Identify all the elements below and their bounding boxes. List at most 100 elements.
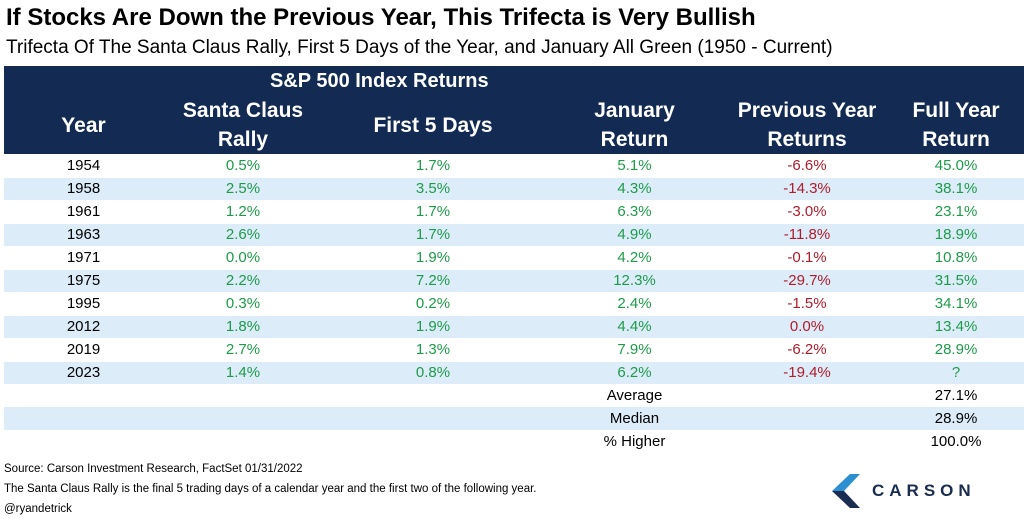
full-year-cell: 38.1% xyxy=(888,177,1024,201)
summary-value: 27.1% xyxy=(934,387,978,405)
author-handle: @ryandetrick xyxy=(4,503,72,515)
full-year-cell: 45.0% xyxy=(888,154,1024,178)
table-row: 1958 2.5% 3.5% 4.3% -14.3% 38.1% xyxy=(4,177,1024,201)
column-header-line2: Return xyxy=(922,128,990,151)
santa-claus-cell: 1.4% xyxy=(163,361,323,385)
january-return-cell: 4.9% xyxy=(543,223,726,247)
january-return-cell: 5.1% xyxy=(543,154,726,178)
year-cell: 1995 xyxy=(4,292,163,316)
table-super-header: S&P 500 Index Returns xyxy=(163,66,1024,96)
full-year-cell: ? xyxy=(888,361,1024,385)
table-row: 2012 1.8% 1.9% 4.4% 0.0% 13.4% xyxy=(4,315,1024,339)
santa-claus-cell: 2.2% xyxy=(163,269,323,293)
column-header-line2: Returns xyxy=(767,128,847,151)
summary-spacer xyxy=(4,384,543,407)
source-note: Source: Carson Investment Research, Fact… xyxy=(4,463,303,475)
year-cell: 1975 xyxy=(4,269,163,293)
january-return-cell: 6.3% xyxy=(543,200,726,224)
year-cell: 1963 xyxy=(4,223,163,247)
summary-value: 28.9% xyxy=(888,407,1024,430)
january-return-cell: 12.3% xyxy=(543,269,726,293)
column-header: First 5 Days xyxy=(323,96,543,154)
previous-year-cell: -1.5% xyxy=(726,292,888,316)
january-return-cell: 2.4% xyxy=(543,292,726,316)
summary-gap xyxy=(726,430,888,453)
previous-year-cell: -3.0% xyxy=(726,200,888,224)
page-title: If Stocks Are Down the Previous Year, Th… xyxy=(6,4,756,31)
previous-year-cell: 0.0% xyxy=(726,315,888,339)
column-header: Previous Year Returns xyxy=(726,96,888,154)
column-header-line1: Santa Claus xyxy=(182,99,304,122)
year-cell: 1954 xyxy=(4,154,163,178)
table-row: 1995 0.3% 0.2% 2.4% -1.5% 34.1% xyxy=(4,292,1024,316)
first-5-days-cell: 0.2% xyxy=(323,292,543,316)
summary-gap xyxy=(726,384,888,407)
summary-row: % Higher 100.0% xyxy=(4,430,1024,453)
january-return-cell: 6.2% xyxy=(543,361,726,385)
carson-chevron-icon xyxy=(832,474,860,508)
santa-claus-cell: 0.0% xyxy=(163,246,323,270)
column-header: Santa Claus Rally xyxy=(163,96,323,154)
page-subtitle: Trifecta Of The Santa Claus Rally, First… xyxy=(6,37,833,58)
santa-claus-cell: 0.3% xyxy=(163,292,323,316)
summary-label: % Higher xyxy=(603,433,666,450)
first-5-days-cell: 1.7% xyxy=(323,154,543,178)
full-year-cell: 23.1% xyxy=(888,200,1024,224)
january-return-cell: 4.3% xyxy=(543,177,726,201)
first-5-days-cell: 7.2% xyxy=(323,269,543,293)
summary-label: Average xyxy=(606,387,663,405)
santa-claus-cell: 2.6% xyxy=(163,223,323,247)
january-return-cell: 4.2% xyxy=(543,246,726,270)
full-year-cell: 13.4% xyxy=(888,315,1024,339)
summary-spacer xyxy=(4,430,543,453)
santa-claus-cell: 2.7% xyxy=(163,338,323,362)
full-year-cell: 18.9% xyxy=(888,223,1024,247)
year-cell: 1971 xyxy=(4,246,163,270)
santa-claus-cell: 1.2% xyxy=(163,200,323,224)
january-return-cell: 7.9% xyxy=(543,338,726,362)
column-header-line2: Return xyxy=(600,128,669,151)
returns-table: S&P 500 Index Returns Year Santa Claus Ral… xyxy=(4,66,1024,453)
year-cell: 1958 xyxy=(4,177,163,201)
column-header-line1: First 5 Days xyxy=(373,113,493,137)
first-5-days-cell: 1.9% xyxy=(323,315,543,339)
column-header-line1: Full Year xyxy=(912,99,1000,122)
january-return-cell: 4.4% xyxy=(543,315,726,339)
summary-gap xyxy=(726,407,888,430)
previous-year-cell: -0.1% xyxy=(726,246,888,270)
summary-row: Average 27.1% xyxy=(4,384,1024,407)
column-header-line2: Rally xyxy=(217,128,269,151)
summary-row: Median 28.9% xyxy=(4,407,1024,430)
carson-logo: CARSON xyxy=(832,474,976,508)
first-5-days-cell: 1.7% xyxy=(323,200,543,224)
summary-spacer xyxy=(4,407,543,430)
carson-logo-text: CARSON xyxy=(872,481,976,500)
year-cell: 2023 xyxy=(4,361,163,385)
full-year-cell: 31.5% xyxy=(888,269,1024,293)
santa-claus-cell: 0.5% xyxy=(163,154,323,178)
column-header: Year xyxy=(4,96,163,154)
first-5-days-cell: 1.3% xyxy=(323,338,543,362)
column-header-line1: Previous Year xyxy=(737,99,877,122)
santa-claus-cell: 2.5% xyxy=(163,177,323,201)
previous-year-cell: -14.3% xyxy=(726,177,888,201)
previous-year-cell: -6.2% xyxy=(726,338,888,362)
santa-claus-cell: 1.8% xyxy=(163,315,323,339)
full-year-cell: 34.1% xyxy=(888,292,1024,316)
full-year-cell: 28.9% xyxy=(888,338,1024,362)
table-row: 1954 0.5% 1.7% 5.1% -6.6% 45.0% xyxy=(4,154,1024,178)
first-5-days-cell: 3.5% xyxy=(323,177,543,201)
table-row: 2023 1.4% 0.8% 6.2% -19.4%? xyxy=(4,361,1024,385)
definition-note: The Santa Claus Rally is the final 5 tra… xyxy=(4,483,537,495)
column-header: Full Year Return xyxy=(888,96,1024,154)
table-row: 1961 1.2% 1.7% 6.3% -3.0% 23.1% xyxy=(4,200,1024,224)
first-5-days-cell: 0.8% xyxy=(323,361,543,385)
column-header-line1: Year xyxy=(61,113,106,137)
previous-year-cell: -11.8% xyxy=(726,223,888,247)
summary-value: 100.0% xyxy=(930,433,982,450)
table-row: 1975 2.2% 7.2% 12.3% -29.7% 31.5% xyxy=(4,269,1024,293)
full-year-cell: 10.8% xyxy=(888,246,1024,270)
table-row: 1963 2.6% 1.7% 4.9% -11.8% 18.9% xyxy=(4,223,1024,247)
year-cell: 2019 xyxy=(4,338,163,362)
year-cell: 2012 xyxy=(4,315,163,339)
